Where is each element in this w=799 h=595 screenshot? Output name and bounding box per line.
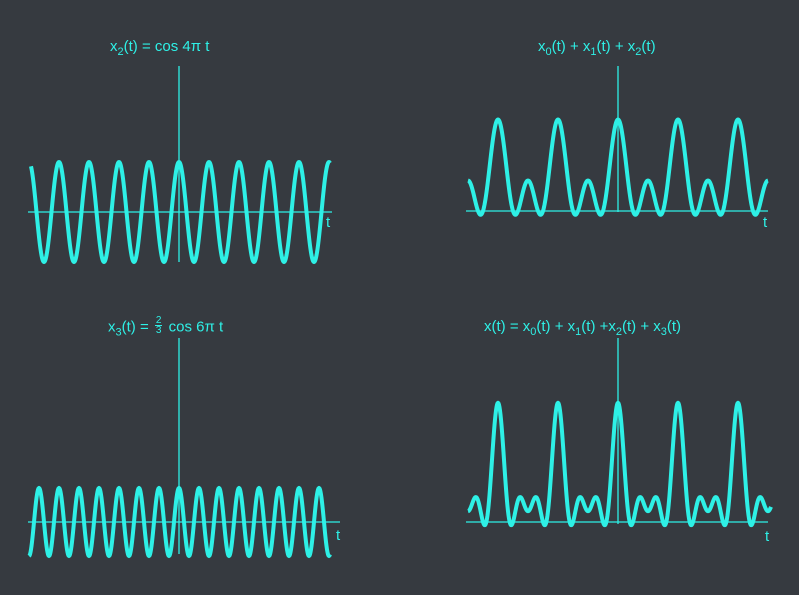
plot-sum012	[466, 66, 770, 217]
panel-sum012: x0(t) + x1(t) + x2(t) t	[400, 0, 799, 298]
title-sum012: x0(t) + x1(t) + x2(t)	[538, 38, 656, 58]
plot-sum0123	[466, 338, 773, 528]
plot-x2	[28, 66, 332, 264]
panel-sum0123: x(t) = x0(t) + x1(t) +x2(t) + x3(t) t	[400, 298, 799, 595]
title-sum0123: x(t) = x0(t) + x1(t) +x2(t) + x3(t)	[484, 318, 682, 338]
plot-x3	[27, 338, 340, 558]
waveform-sum0123	[466, 400, 773, 528]
t-axis-label: t	[326, 214, 331, 231]
title-x2: x2(t) = cos 4π t	[110, 38, 210, 58]
t-axis-label: t	[763, 214, 768, 231]
panel-x2: x2(t) = cos 4π t t	[0, 0, 400, 298]
waveform-x3	[27, 486, 332, 558]
waveform-sum012	[466, 117, 770, 217]
t-axis-label: t	[765, 528, 770, 545]
t-axis-label: t	[336, 527, 341, 544]
waveform-x2	[29, 160, 332, 264]
